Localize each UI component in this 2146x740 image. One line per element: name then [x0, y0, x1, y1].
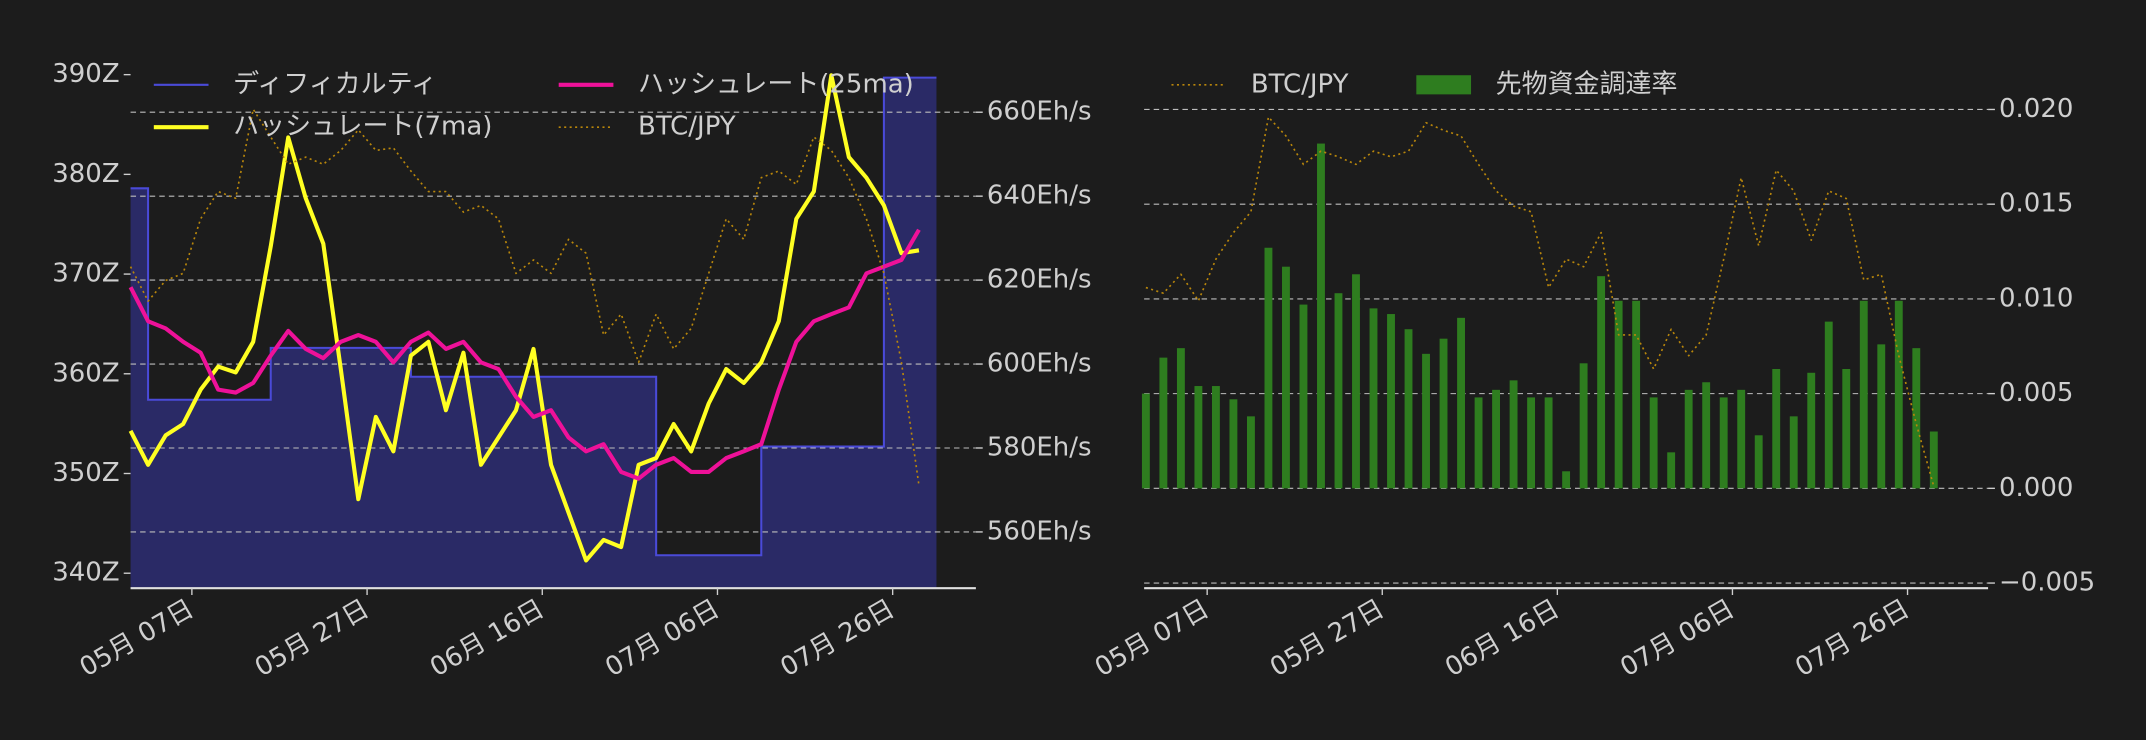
- bar: [1457, 317, 1465, 489]
- bar: [1264, 247, 1273, 489]
- bar: [1772, 368, 1781, 489]
- bar: [1492, 389, 1501, 489]
- bar: [1737, 389, 1746, 489]
- bar: [1474, 397, 1483, 489]
- bar: [1684, 389, 1693, 489]
- bar: [1877, 344, 1886, 489]
- y-tick-label: 340Z: [52, 558, 119, 588]
- bar: [1824, 321, 1833, 489]
- difficulty-step: [130, 76, 937, 557]
- legend-label: BTC/JPY: [1251, 69, 1349, 99]
- bar: [1579, 363, 1588, 489]
- bar: [1527, 397, 1536, 489]
- y-tick-label: 620Eh/s: [987, 265, 1092, 295]
- bar: [1894, 300, 1903, 489]
- bar: [1246, 416, 1255, 489]
- bar: [1859, 300, 1868, 489]
- y-tick-label: 660Eh/s: [987, 97, 1092, 127]
- y-tick-label: 370Z: [52, 259, 119, 289]
- y-tick-label: 380Z: [52, 159, 119, 189]
- bar: [1649, 397, 1658, 489]
- bar: [1439, 338, 1448, 489]
- bar: [1754, 435, 1763, 489]
- bar: [1194, 386, 1203, 489]
- bar: [1282, 266, 1290, 489]
- bar: [1176, 348, 1185, 489]
- bar: [1614, 300, 1623, 489]
- legend-label: ハッシュレート(7ma): [233, 112, 492, 142]
- y-tick-label: 0.020: [1999, 94, 2073, 124]
- legend-label: 先物資金調達率: [1496, 69, 1678, 99]
- bar: [1789, 416, 1798, 489]
- bar: [1719, 397, 1728, 489]
- bar: [1317, 143, 1325, 489]
- bar: [1211, 386, 1220, 489]
- bar: [1667, 452, 1676, 489]
- y-tick-label: 0.010: [1999, 283, 2073, 313]
- y-tick-label: 580Eh/s: [987, 432, 1092, 462]
- y-tick-label: 0.000: [1999, 473, 2073, 503]
- bar: [1597, 276, 1606, 489]
- series-line: [128, 73, 920, 563]
- bar: [1352, 274, 1360, 489]
- legend-label: ハッシュレート(25ma): [638, 69, 914, 99]
- legend-swatch: [1416, 75, 1472, 95]
- y-tick-label: 0.015: [1999, 189, 2073, 219]
- bar: [1562, 471, 1571, 489]
- bar: [1632, 300, 1641, 489]
- bar: [1912, 348, 1921, 489]
- y-tick-label: 390Z: [52, 59, 119, 89]
- y-tick-label: −0.005: [1999, 568, 2095, 598]
- bar: [1404, 329, 1413, 489]
- y-tick-label: 360Z: [52, 358, 119, 388]
- bar: [1842, 368, 1851, 489]
- bar: [1229, 399, 1238, 489]
- bar: [1159, 357, 1168, 489]
- bar: [1422, 353, 1430, 489]
- bar: [1807, 372, 1816, 489]
- y-tick-label: 560Eh/s: [987, 516, 1092, 546]
- y-tick-label: 0.005: [1999, 378, 2073, 408]
- series-line: [128, 228, 921, 481]
- bar: [1702, 382, 1711, 489]
- bar: [1387, 314, 1395, 489]
- difficulty-area: [130, 77, 937, 589]
- legend-label: ディフィカルティ: [233, 69, 437, 99]
- y-tick-label: 600Eh/s: [987, 349, 1092, 379]
- bar: [1334, 293, 1343, 489]
- bar: [1509, 380, 1518, 489]
- y-tick-label: 350Z: [52, 458, 119, 488]
- y-tick-label: 640Eh/s: [987, 181, 1092, 211]
- bar: [1299, 304, 1308, 489]
- bar: [1369, 308, 1378, 489]
- series-line: [129, 108, 920, 486]
- bar: [1544, 397, 1553, 489]
- bar: [1141, 393, 1150, 489]
- bar: [1929, 431, 1938, 489]
- legend-label: BTC/JPY: [638, 112, 736, 142]
